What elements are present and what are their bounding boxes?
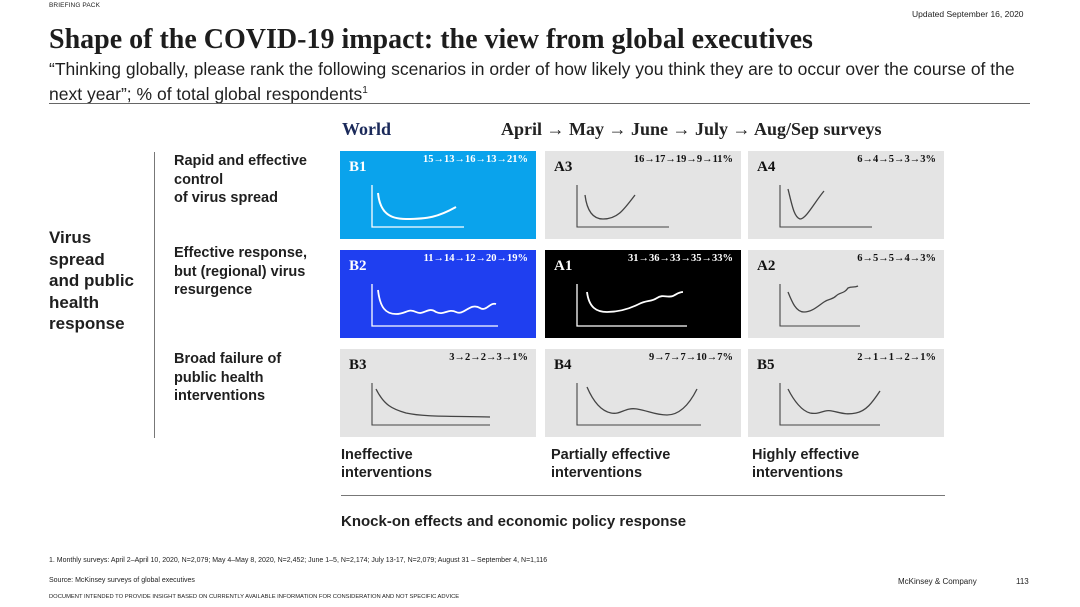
scenario-sequence: 3→2→2→3→1% xyxy=(449,352,528,363)
column-label-line: interventions xyxy=(551,465,643,481)
scenario-cell-a4: A4 6→4→5→3→3% xyxy=(748,151,944,239)
scenario-cell-a3: A3 16→17→19→9→11% xyxy=(545,151,741,239)
b4-curve-icon xyxy=(576,383,701,426)
row-label-line: Effective response, xyxy=(174,245,307,261)
row-label-line: but (regional) virus xyxy=(174,263,306,280)
row-label-line: resurgence xyxy=(174,282,253,298)
row-label-line: control xyxy=(174,171,224,188)
b2-curve-icon xyxy=(371,284,498,327)
scenario-cell-b5: B5 2→1→1→2→1% xyxy=(748,349,944,437)
row-label-line: Rapid and effective xyxy=(174,153,307,169)
page-title: Shape of the COVID-19 impact: the view f… xyxy=(49,24,813,55)
b1-curve-icon xyxy=(371,185,464,228)
scenario-cell-b4: B4 9→7→7→10→7% xyxy=(545,349,741,437)
scenario-code: B5 xyxy=(757,357,775,373)
scenario-code: B3 xyxy=(349,357,367,373)
scenario-code: A3 xyxy=(554,159,573,175)
row-label-line: interventions xyxy=(174,388,266,404)
page-subtitle: “Thinking globally, please rank the foll… xyxy=(49,59,1039,105)
column-label-ineffective: Ineffective interventions xyxy=(341,446,432,482)
subtitle-footnote-marker: 1 xyxy=(362,85,368,96)
b5-curve-icon xyxy=(779,383,881,426)
footnote: 1. Monthly surveys: April 2–April 10, 20… xyxy=(49,557,548,564)
a3-curve-icon xyxy=(576,185,669,228)
row-label-rapid-control: Rapid and effective control of virus spr… xyxy=(174,152,324,208)
subtitle-text: “Thinking globally, please rank the foll… xyxy=(49,59,1015,104)
column-header-months: April → May → June → July → Aug/Sep surv… xyxy=(501,119,882,139)
column-header-world: World xyxy=(342,119,392,139)
scenario-cell-a2: A2 6→5→5→4→3% xyxy=(748,250,944,338)
updated-date: Updated September 16, 2020 xyxy=(912,9,1024,19)
scenario-sequence: 2→1→1→2→1% xyxy=(857,352,936,363)
row-label-broad-failure: Broad failure of public health intervent… xyxy=(174,350,324,406)
scenario-code: B1 xyxy=(349,159,367,175)
column-label-line: Partially effective xyxy=(551,447,671,463)
column-label-partially-effective: Partially effective interventions xyxy=(551,446,670,482)
row-axis-line: response xyxy=(49,314,125,333)
scenario-cell-b3: B3 3→2→2→3→1% xyxy=(340,349,536,437)
row-label-line: Broad failure of xyxy=(174,351,282,367)
a4-curve-icon xyxy=(779,185,872,228)
column-axis-label: Knock-on effects and economic policy res… xyxy=(341,513,687,530)
scenario-sequence: 6→4→5→3→3% xyxy=(857,154,936,165)
a1-curve-icon xyxy=(576,284,687,327)
scenario-code: B2 xyxy=(349,258,367,274)
scenario-cell-b2: B2 11→14→12→20→19% xyxy=(340,250,536,338)
row-axis-label: Virus spread and public health response xyxy=(49,227,134,335)
column-label-line: interventions xyxy=(341,465,433,481)
row-label-line: of virus spread xyxy=(174,190,278,206)
disclaimer: DOCUMENT INTENDED TO PROVIDE INSIGHT BAS… xyxy=(49,594,460,600)
scenario-code: A4 xyxy=(757,159,776,175)
scenario-sequence: 16→17→19→9→11% xyxy=(633,154,733,165)
scenario-sequence: 9→7→7→10→7% xyxy=(649,352,733,363)
page-number: 113 xyxy=(1016,577,1029,586)
column-label-highly-effective: Highly effective interventions xyxy=(752,446,859,482)
b3-curve-icon xyxy=(371,383,491,426)
scenario-sequence: 6→5→5→4→3% xyxy=(857,253,936,264)
a2-curve-icon xyxy=(779,284,860,327)
header-divider xyxy=(49,103,1030,104)
row-axis-divider xyxy=(154,152,155,438)
column-label-line: Ineffective xyxy=(341,447,413,463)
scenario-sequence: 31→36→33→35→33% xyxy=(628,253,733,264)
row-axis-line: Virus xyxy=(49,228,92,247)
briefing-tag: BRIEFING PACK xyxy=(49,2,101,9)
row-axis-line: health xyxy=(49,292,100,312)
scenario-sequence: 11→14→12→20→19% xyxy=(423,253,528,264)
brand-name: McKinsey & Company xyxy=(898,577,977,586)
row-axis-line: and public xyxy=(49,271,134,290)
scenario-sequence: 15→13→16→13→21% xyxy=(423,154,528,165)
column-axis-divider xyxy=(341,495,945,496)
row-axis-line: spread xyxy=(49,249,105,269)
row-label-line: public health xyxy=(174,369,264,386)
column-label-line: Highly effective xyxy=(752,447,860,463)
scenario-cell-b1: B1 15→13→16→13→21% xyxy=(340,151,536,239)
column-label-line: interventions xyxy=(752,465,844,481)
scenario-code: B4 xyxy=(554,357,572,373)
scenario-code: A2 xyxy=(757,258,776,274)
scenario-cell-a1: A1 31→36→33→35→33% xyxy=(545,250,741,338)
source-note: Source: McKinsey surveys of global execu… xyxy=(49,577,195,584)
row-label-resurgence: Effective response, but (regional) virus… xyxy=(174,244,324,300)
scenario-code: A1 xyxy=(554,258,573,274)
